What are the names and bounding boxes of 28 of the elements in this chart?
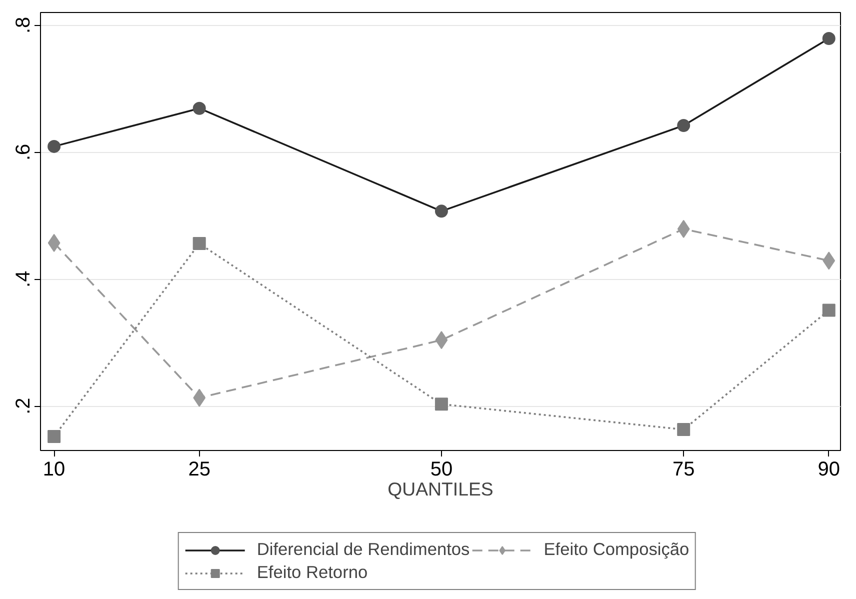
point: [434, 398, 448, 411]
legend-label: Efeito Retorno: [256, 562, 368, 583]
point: [822, 304, 836, 317]
point: [822, 32, 836, 46]
point: [677, 119, 690, 132]
point: [677, 423, 690, 436]
point: [434, 204, 448, 218]
y-tick-label: .6: [12, 144, 34, 160]
point: [193, 388, 206, 407]
point: [48, 234, 60, 252]
point: [192, 102, 206, 115]
y-tick-label: .4: [12, 270, 34, 288]
y-tick-label: .2: [12, 398, 34, 414]
x-tick-label: 10: [42, 458, 66, 480]
x-tick-label: 25: [188, 458, 210, 480]
x-tick-label: 75: [672, 458, 695, 480]
legend-label: Diferencial de Rendimentos: [256, 539, 470, 560]
point: [677, 220, 690, 238]
point: [48, 140, 61, 153]
x-axis-title: QUANTILES: [388, 478, 494, 500]
x-tick-label: 50: [430, 458, 453, 480]
y-tick-label: .8: [12, 16, 34, 34]
x-tick-label: 90: [818, 458, 840, 480]
point: [435, 331, 448, 350]
point: [48, 430, 61, 444]
point: [192, 237, 206, 250]
legend-label: Efeito Composição: [544, 539, 690, 560]
point: [822, 252, 836, 270]
